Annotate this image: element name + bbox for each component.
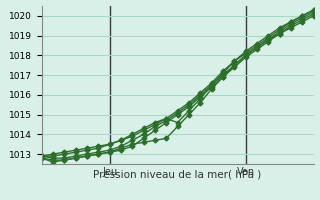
Text: Ven: Ven	[236, 167, 255, 177]
X-axis label: Pression niveau de la mer( hPa ): Pression niveau de la mer( hPa )	[93, 170, 262, 180]
Text: Jeu: Jeu	[102, 167, 117, 177]
